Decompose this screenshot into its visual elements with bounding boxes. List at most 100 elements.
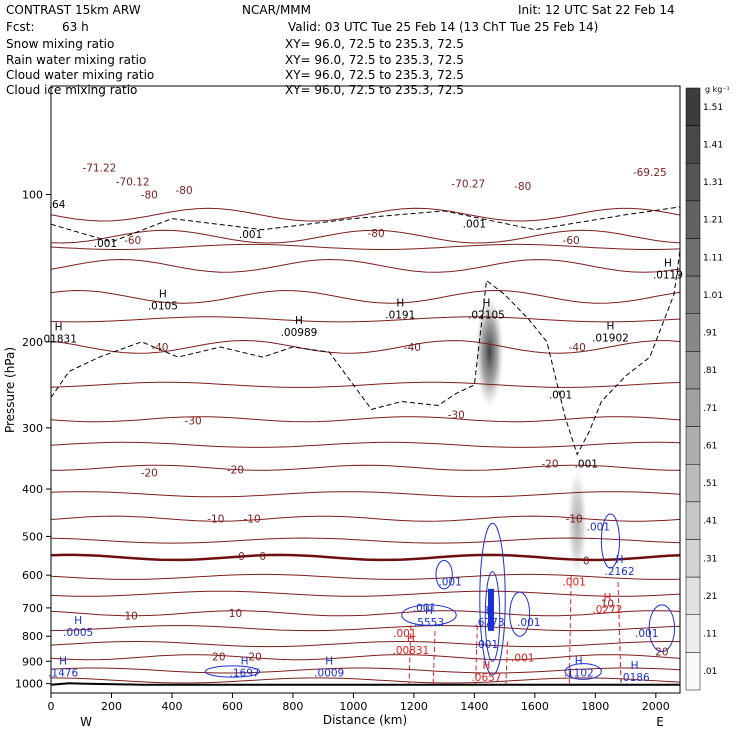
colorbar-label: .11 [703,630,717,640]
temperature-contour [50,537,681,544]
colorbar-label: .51 [703,479,717,489]
temperature-label: -30 [185,416,202,428]
max-marker: H [396,297,404,309]
x-tick-label: 1200 [400,700,428,713]
rain-water-contour [408,625,412,684]
max-value-label: .00989 [281,327,318,339]
max-value-label: .6773 [474,617,504,629]
temperature-label: -60 [124,235,141,247]
max-marker: H [295,315,303,327]
temperature-label: 10 [124,610,137,622]
temperature-contour [50,289,681,304]
colorbar-label: 1.51 [703,103,723,113]
max-marker: H [575,656,583,668]
temperature-label: 20 [212,651,225,663]
cloud-water-contour [435,559,453,590]
colorbar-label: 1.11 [703,253,723,263]
temperature-label: -40 [151,342,168,354]
max-value-label: .1102 [564,668,594,680]
y-tick-label: 600 [22,569,43,582]
max-value-label: .00831 [392,645,429,657]
colorbar-label: .61 [703,441,717,451]
x-tick-label: 1000 [339,700,367,713]
max-value-label: .02105 [468,309,505,321]
max-marker: H [631,660,639,672]
colorbar-segment [685,576,701,615]
colorbar-segment [685,238,701,277]
max-marker: H [606,320,614,332]
max-marker: H [241,656,249,668]
rain-water-contour [475,625,478,684]
temperature-label: -20 [141,467,158,479]
y-tick-label: 400 [22,483,43,496]
max-value-label: .0657 [471,672,501,684]
x-tick-label: 600 [222,700,243,713]
cloud-water-core [487,588,494,631]
colorbar-label: 1.01 [703,291,723,301]
max-marker: H [325,656,333,668]
colorbar-label: .01 [703,667,717,677]
colorbar-segment [685,313,701,352]
colorbar-label: .41 [703,517,717,527]
max-marker: H [664,257,672,269]
colorbar-label: .21 [703,592,717,602]
legend-cloudwater-name: Cloud water mixing ratio [6,68,154,82]
temperature-contour [50,381,681,388]
legend-cloudice-xy: XY= 96.0, 72.5 to 235.3, 72.5 [285,83,464,97]
temperature-label: 20 [655,647,668,659]
max-marker: H [74,615,82,627]
temperature-contour [50,515,681,522]
x-tick-label: 800 [282,700,303,713]
legend-snow-name: Snow mixing ratio [6,37,114,51]
max-marker: H [407,633,415,645]
y-tick-label: 1000 [15,678,43,691]
colorbar-segment [685,200,701,239]
temperature-contour [50,573,681,580]
x-tick-label: 2000 [642,700,670,713]
max-value-label: .001 [587,522,610,534]
max-value-label: .1697 [230,668,260,680]
max-marker: H [59,656,67,668]
max-value-label: .5553 [414,617,444,629]
temperature-label: -30 [448,410,465,422]
temperature-label: 0 [238,551,245,563]
max-value-label: .001 [94,238,117,250]
legend-snow-xy: XY= 96.0, 72.5 to 235.3, 72.5 [285,37,464,51]
x-tick-label: 400 [161,700,182,713]
max-value-label: .01902 [592,332,629,344]
y-tick-label: 700 [22,602,43,615]
temperature-contour [50,416,681,423]
cloud-water-contour [484,571,501,662]
max-value-label: .001 [562,576,585,588]
colorbar-segment [685,464,701,503]
max-value-label: .001 [393,628,416,640]
temperature-contour [50,610,681,617]
colorbar-segment [685,275,701,314]
colorbar-segment [685,351,701,390]
max-marker: H [483,660,491,672]
x-end-west: W [80,715,92,729]
temperature-contour [50,590,681,597]
plot-area: -71.22 -80 -70.12 -80 -70.27 -80 -69.25 -80 -60 -… [40,162,683,686]
cloud-ice-contour [50,250,681,456]
max-value-label: .001 [635,628,658,640]
colorbar-label: 1.31 [703,178,723,188]
y-tick-label: 300 [22,422,43,435]
max-value-label: .001 [549,389,572,401]
temperature-label: -20 [541,459,558,471]
temperature-label: -10 [244,514,261,526]
temperature-contour [50,625,681,632]
temperature-label: 0 [259,551,266,563]
y-tick-label: 200 [22,336,43,349]
temperature-label: -80 [141,190,158,202]
x-tick-label: 0 [48,700,55,713]
temperature-contour [50,640,681,648]
max-value-label: .0186 [620,672,650,684]
model-title: CONTRAST 15km ARW [6,3,141,17]
legend-cloudwater-xy: XY= 96.0, 72.5 to 235.3, 72.5 [285,68,464,82]
temperature-contour [50,491,681,498]
x-tick-label: 1400 [460,700,488,713]
temperature-label: -60 [563,235,580,247]
temperature-label: -20 [227,465,244,477]
